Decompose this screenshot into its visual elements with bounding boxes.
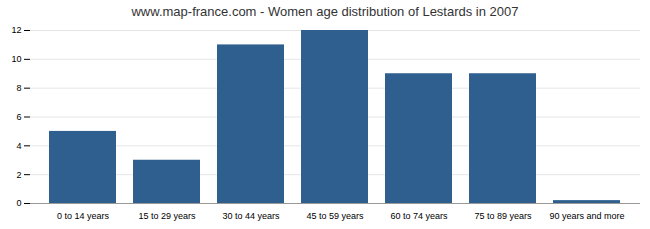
svg-text:6: 6 — [16, 112, 21, 122]
svg-text:75 to 89 years: 75 to 89 years — [474, 211, 532, 221]
svg-text:0: 0 — [16, 198, 21, 208]
svg-text:4: 4 — [16, 141, 21, 151]
svg-text:8: 8 — [16, 83, 21, 93]
html-text:www.map-france.com - Women age: www.map-france.com - Women age distribut… — [131, 4, 519, 19]
svg-text:2: 2 — [16, 170, 21, 180]
svg-text:12: 12 — [11, 25, 21, 35]
svg-text:30 to 44 years: 30 to 44 years — [222, 211, 280, 221]
svg-text:45 to 59 years: 45 to 59 years — [306, 211, 364, 221]
svg-text:0 to 14 years: 0 to 14 years — [57, 211, 110, 221]
svg-text:90 years and more: 90 years and more — [549, 211, 624, 221]
svg-text:15 to 29 years: 15 to 29 years — [138, 211, 196, 221]
svg-text:10: 10 — [11, 54, 21, 64]
svg-text:60 to 74 years: 60 to 74 years — [390, 211, 448, 221]
